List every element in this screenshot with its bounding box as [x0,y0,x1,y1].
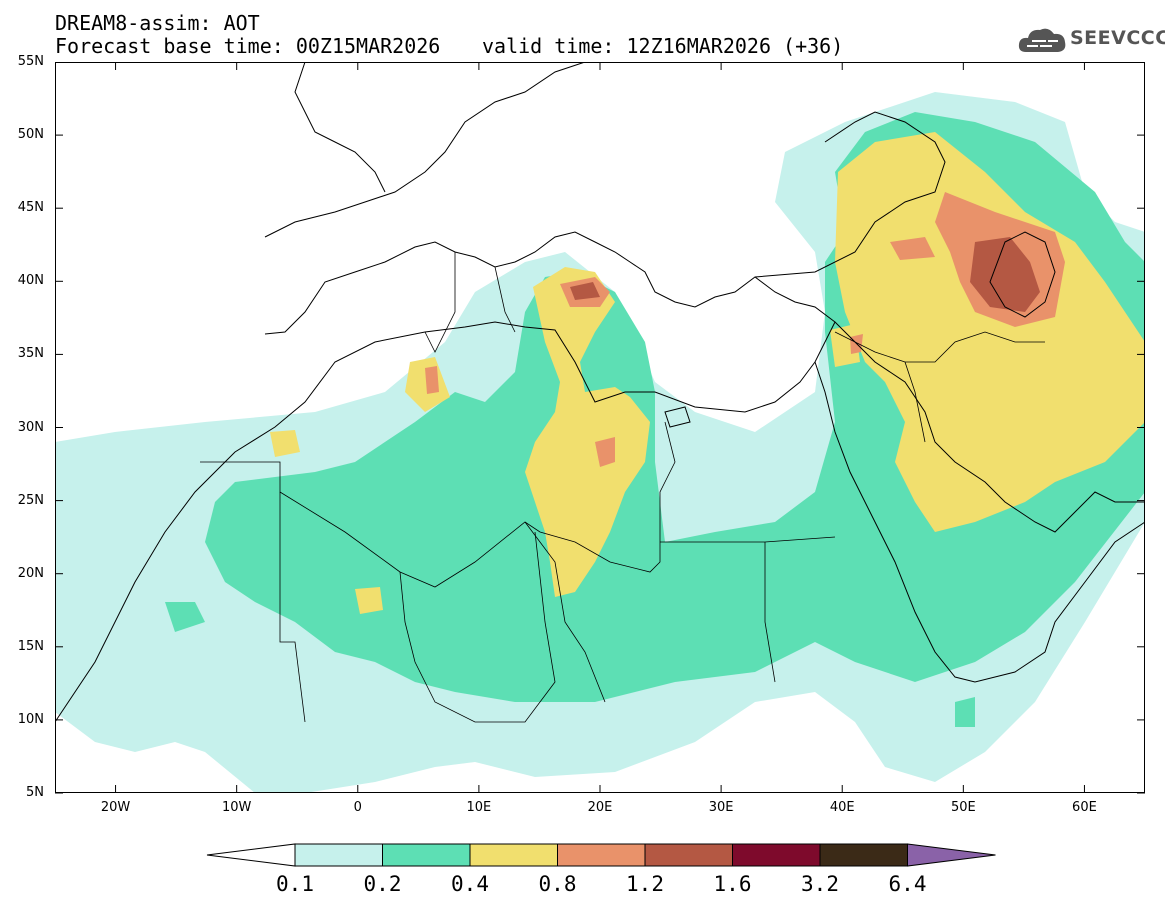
colorbar-label: 0.8 [538,872,577,896]
colorbar-label: 3.2 [801,872,839,896]
colorbar-segment [644,843,733,867]
lat-label: 50N [17,127,44,143]
colorbar-high-arrow [907,843,996,867]
lon-label: 10W [221,800,252,815]
colorbar-label: 0.1 [276,872,314,896]
lat-label: 30N [17,419,44,435]
colorbar-segment [557,843,646,867]
lat-label: 40N [17,273,44,289]
logo-text: SEEVCCC [1070,27,1165,49]
lat-label: 10N [17,711,44,727]
lat-label: 5N [26,785,44,800]
colorbar-label: 1.6 [713,872,752,896]
coastlines [55,62,1145,723]
title-line-2: Forecast base time: 00Z15MAR2026 [55,34,441,58]
colorbar-label: 0.2 [363,872,402,896]
colorbar-segment [294,843,383,867]
lat-label: 20N [17,565,44,581]
cloud-icon [1018,28,1066,52]
aot-map [55,62,1145,794]
lon-label: 30E [708,800,734,815]
seevccc-logo: SEEVCCC [1018,24,1165,56]
lat-label: 15N [17,638,44,654]
lon-label: 10E [466,800,492,815]
colorbar-segment [819,843,908,867]
colorbar-segment [469,843,558,867]
lon-label: 0 [353,800,362,815]
lon-label: 60E [1072,800,1097,815]
aot-level-1.2 [570,237,1040,312]
title-line-1: DREAM8-assim: AOT [55,11,260,35]
axis-ticks [55,62,1145,794]
aot-level-0.4 [270,132,1145,614]
lat-label: 35N [17,346,44,362]
country-borders [200,252,1045,723]
lat-label: 55N [17,54,44,69]
aot-field [55,92,1145,793]
colorbar-label: 0.4 [451,872,489,896]
colorbar [206,843,996,867]
lon-label: 40E [829,800,855,815]
lat-label: 25N [17,492,44,508]
colorbar-label: 1.2 [626,872,664,896]
colorbar-segment [382,843,471,867]
colorbar-low-arrow [206,843,296,867]
colorbar-label: 6.4 [888,872,927,896]
lon-label: 20W [100,800,131,815]
lon-label: 20E [587,800,613,815]
lat-label: 45N [17,200,44,216]
lon-label: 50E [950,800,976,815]
title-line-3: valid time: 12Z16MAR2026 (+36) [482,34,844,58]
colorbar-segment [732,843,821,867]
